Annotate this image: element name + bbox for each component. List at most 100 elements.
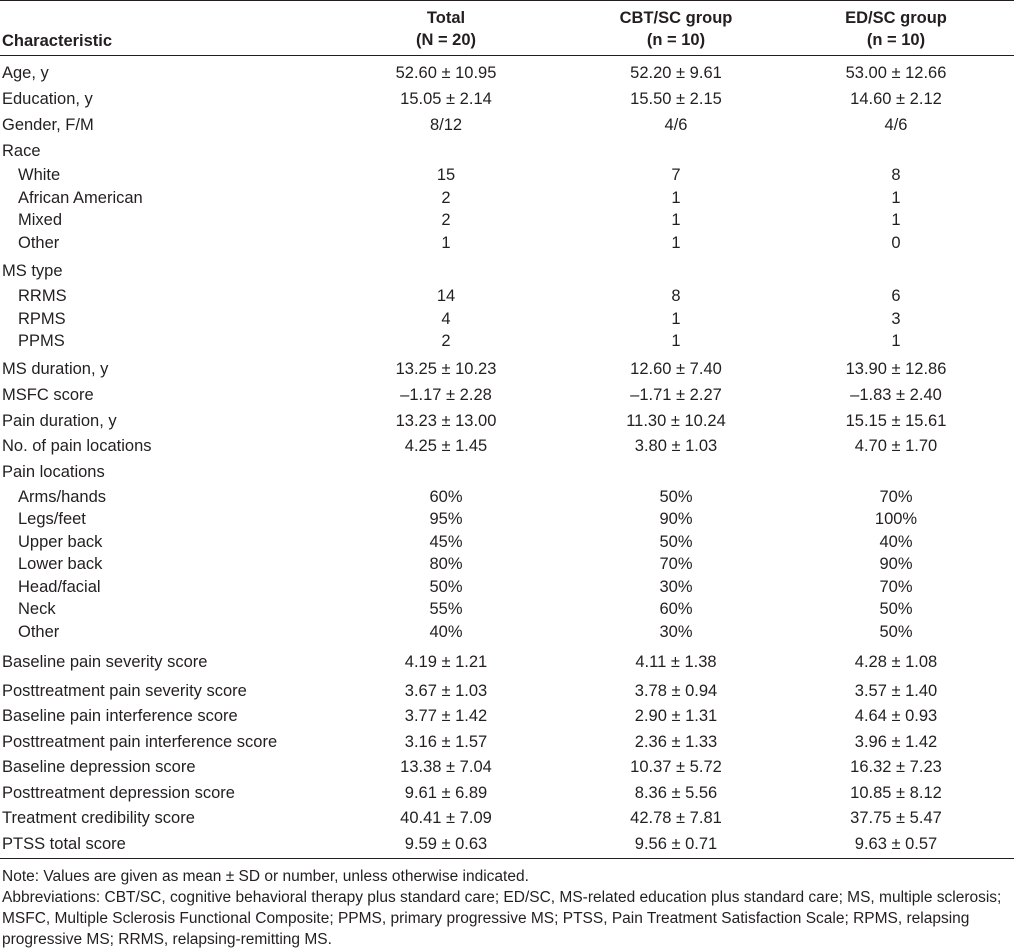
cbt-sc-cell: 9.56 ± 0.71 bbox=[634, 835, 718, 853]
total-cell: –1.17 ± 2.28 bbox=[400, 386, 492, 404]
table-row: Other 40% 30% 50% bbox=[0, 620, 1014, 644]
table-row: Legs/feet 95% 90% 100% bbox=[0, 507, 1014, 531]
row-label: Posttreatment pain interference score bbox=[2, 733, 278, 751]
table-row: Education, y 15.05 ± 2.14 15.50 ± 2.15 14.6… bbox=[0, 87, 1014, 111]
table-row: RRMS 14 8 6 bbox=[0, 284, 1014, 308]
table-row: Treatment credibility score 40.41 ± 7.09 4… bbox=[0, 806, 1014, 830]
ed-sc-cell: 9.63 ± 0.57 bbox=[854, 835, 938, 853]
cbt-sc-cell: 1 bbox=[671, 234, 681, 252]
header-total-label: Total bbox=[426, 9, 466, 27]
total-cell: 4 bbox=[441, 310, 451, 328]
total-cell: 3.16 ± 1.57 bbox=[404, 733, 488, 751]
row-label: Baseline pain severity score bbox=[2, 653, 208, 671]
ed-sc-cell: 8 bbox=[891, 166, 901, 184]
total-cell: 45% bbox=[429, 533, 463, 551]
row-label: Neck bbox=[18, 600, 56, 618]
table-row: Baseline depression score 13.38 ± 7.04 10.… bbox=[0, 755, 1014, 779]
ed-sc-cell: 1 bbox=[891, 332, 901, 350]
header-characteristic: Characteristic bbox=[2, 32, 113, 50]
table-row: Upper back 45% 50% 40% bbox=[0, 530, 1014, 554]
row-label: Posttreatment depression score bbox=[2, 784, 235, 802]
ed-sc-cell: –1.83 ± 2.40 bbox=[850, 386, 942, 404]
table-row: Arms/hands 60% 50% 70% bbox=[0, 485, 1014, 509]
row-label: MS type bbox=[2, 262, 63, 280]
table-row: Neck 55% 60% 50% bbox=[0, 597, 1014, 621]
row-label: Age, y bbox=[2, 64, 49, 82]
row-label: Head/facial bbox=[18, 578, 101, 596]
cbt-sc-cell: 1 bbox=[671, 332, 681, 350]
row-label: PPMS bbox=[18, 332, 65, 350]
ed-sc-cell: 40% bbox=[879, 533, 913, 551]
cbt-sc-cell: 4/6 bbox=[664, 116, 688, 134]
total-cell: 50% bbox=[429, 578, 463, 596]
total-cell: 15.05 ± 2.14 bbox=[400, 90, 492, 108]
table-abbreviations: Abbreviations: CBT/SC, cognitive behavio… bbox=[2, 889, 1002, 948]
ed-sc-cell: 15.15 ± 15.61 bbox=[845, 412, 947, 430]
ed-sc-cell: 10.85 ± 8.12 bbox=[850, 784, 942, 802]
total-cell: 2 bbox=[441, 332, 451, 350]
ed-sc-cell: 50% bbox=[879, 600, 913, 618]
cbt-sc-cell: 2.36 ± 1.33 bbox=[634, 733, 718, 751]
table-row: PPMS 2 1 1 bbox=[0, 329, 1014, 353]
total-cell: 9.61 ± 6.89 bbox=[404, 784, 488, 802]
row-label: African American bbox=[18, 189, 143, 207]
cbt-sc-cell: 42.78 ± 7.81 bbox=[630, 809, 722, 827]
cbt-sc-cell: 8 bbox=[671, 287, 681, 305]
bottom-rule bbox=[0, 858, 1014, 859]
cbt-sc-cell: 15.50 ± 2.15 bbox=[630, 90, 722, 108]
total-cell: 13.23 ± 13.00 bbox=[395, 412, 497, 430]
cbt-sc-cell: 30% bbox=[659, 623, 693, 641]
table-row: MS duration, y 13.25 ± 10.23 12.60 ± 7.40 1… bbox=[0, 357, 1014, 381]
row-label: Race bbox=[2, 142, 41, 160]
row-label: Treatment credibility score bbox=[2, 809, 195, 827]
cbt-sc-cell: 52.20 ± 9.61 bbox=[630, 64, 722, 82]
ed-sc-cell: 0 bbox=[891, 234, 901, 252]
header-cbt-label: CBT/SC group bbox=[619, 9, 733, 27]
cbt-sc-cell: 3.80 ± 1.03 bbox=[634, 437, 718, 455]
total-cell: 14 bbox=[436, 287, 456, 305]
row-label: Education, y bbox=[2, 90, 93, 108]
total-cell: 2 bbox=[441, 211, 451, 229]
table-row: Posttreatment pain interference score 3.1… bbox=[0, 730, 1014, 754]
total-cell: 1 bbox=[441, 234, 451, 252]
cbt-sc-cell: 11.30 ± 10.24 bbox=[626, 412, 726, 430]
cbt-sc-cell: 10.37 ± 5.72 bbox=[630, 758, 722, 776]
ed-sc-cell: 3 bbox=[891, 310, 901, 328]
ed-sc-cell: 4.64 ± 0.93 bbox=[854, 707, 938, 725]
total-cell: 2 bbox=[441, 189, 451, 207]
ed-sc-cell: 100% bbox=[874, 510, 918, 528]
cbt-sc-cell: 12.60 ± 7.40 bbox=[630, 360, 722, 378]
ed-sc-cell: 1 bbox=[891, 211, 901, 229]
table-row: White 15 7 8 bbox=[0, 163, 1014, 187]
ed-sc-cell: 4.70 ± 1.70 bbox=[854, 437, 938, 455]
cbt-sc-cell: 1 bbox=[671, 189, 681, 207]
ed-sc-cell: 4/6 bbox=[884, 116, 908, 134]
table-row: African American 2 1 1 bbox=[0, 186, 1014, 210]
cbt-sc-cell: 90% bbox=[659, 510, 693, 528]
ed-sc-cell: 3.96 ± 1.42 bbox=[854, 733, 938, 751]
total-cell: 55% bbox=[429, 600, 463, 618]
total-cell: 13.25 ± 10.23 bbox=[395, 360, 497, 378]
total-cell: 40.41 ± 7.09 bbox=[400, 809, 492, 827]
ed-sc-cell: 50% bbox=[879, 623, 913, 641]
row-label: Baseline pain interference score bbox=[2, 707, 238, 725]
row-label: Lower back bbox=[18, 555, 103, 573]
cbt-sc-cell: 60% bbox=[659, 600, 693, 618]
table-row: MS type bbox=[0, 259, 1014, 283]
cbt-sc-cell: 8.36 ± 5.56 bbox=[634, 784, 718, 802]
cbt-sc-cell: 30% bbox=[659, 578, 693, 596]
cbt-sc-cell: –1.71 ± 2.27 bbox=[630, 386, 722, 404]
row-label: Mixed bbox=[18, 211, 63, 229]
total-cell: 4.25 ± 1.45 bbox=[404, 437, 488, 455]
ed-sc-cell: 13.90 ± 12.86 bbox=[845, 360, 947, 378]
cbt-sc-cell: 2.90 ± 1.31 bbox=[634, 707, 718, 725]
ed-sc-cell: 4.28 ± 1.08 bbox=[854, 653, 938, 671]
total-cell: 60% bbox=[429, 488, 463, 506]
ed-sc-cell: 3.57 ± 1.40 bbox=[854, 682, 938, 700]
total-cell: 3.77 ± 1.42 bbox=[404, 707, 488, 725]
row-label: White bbox=[18, 166, 61, 184]
header-ed-n: (n = 10) bbox=[866, 31, 926, 49]
row-label: Gender, F/M bbox=[2, 116, 94, 134]
table-row: Baseline pain severity score 4.19 ± 1.21 4… bbox=[0, 650, 1014, 674]
row-label: Other bbox=[18, 623, 60, 641]
